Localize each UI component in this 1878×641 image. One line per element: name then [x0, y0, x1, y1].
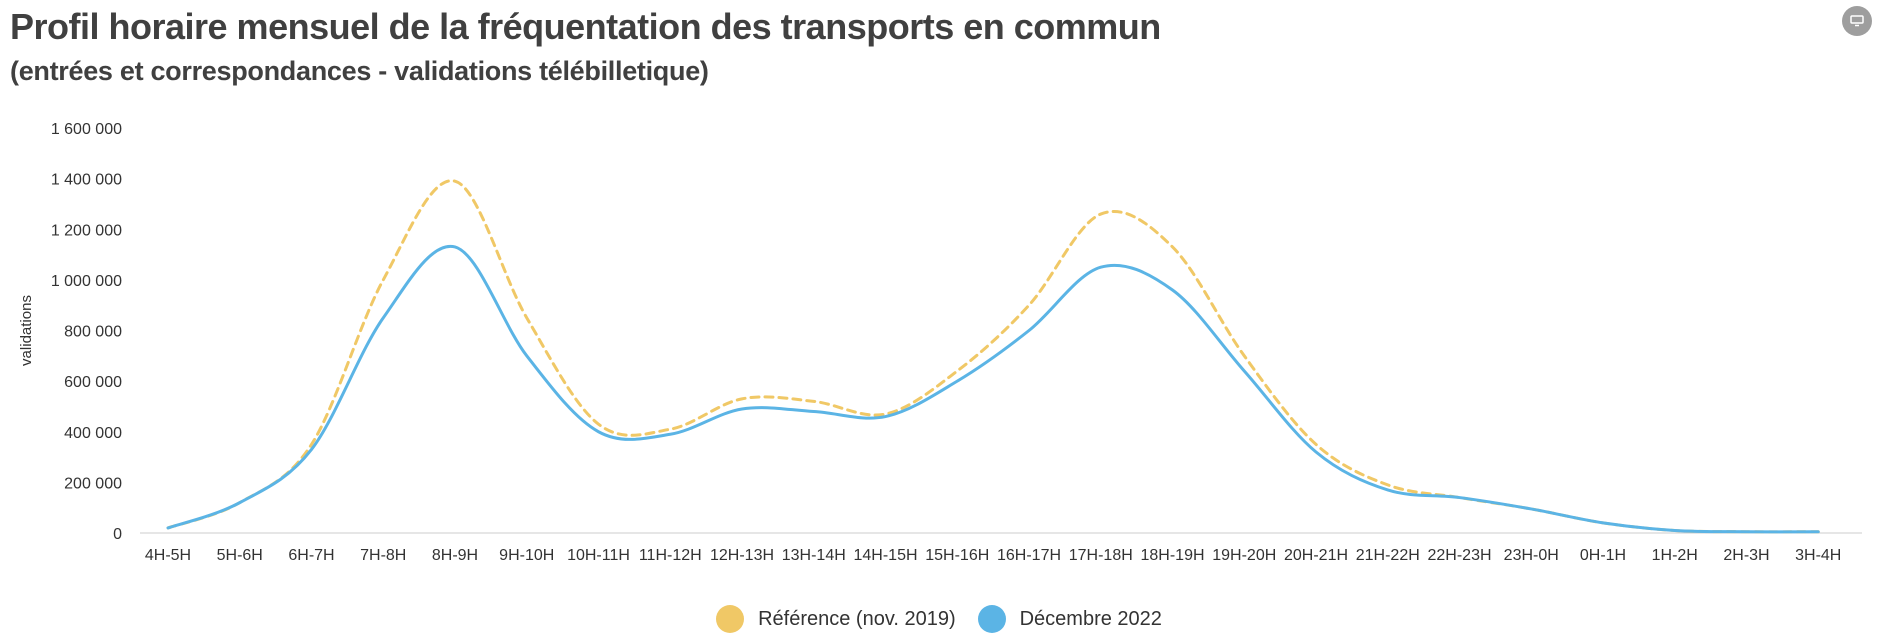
series-line-reference — [166, 179, 1820, 534]
x-tick-label: 9H-10H — [499, 547, 554, 564]
y-tick-label: 1 200 000 — [51, 222, 122, 239]
export-button[interactable] — [1842, 6, 1872, 36]
x-tick-label: 16H-17H — [997, 547, 1061, 564]
y-tick-label: 200 000 — [64, 475, 122, 492]
chart-title: Profil horaire mensuel de la fréquentati… — [10, 6, 1161, 47]
x-tick-label: 23H-0H — [1504, 547, 1559, 564]
y-tick-label: 0 — [113, 526, 122, 543]
x-tick-label: 22H-23H — [1427, 547, 1491, 564]
series-line-current — [166, 244, 1820, 534]
x-tick-label: 5H-6H — [217, 547, 263, 564]
x-tick-label: 13H-14H — [782, 547, 846, 564]
x-axis: 4H-5H 5H-6H 6H-7H 7H-8H 8H-9H 9H-10H 10H-11H 11… — [145, 547, 1841, 564]
x-tick-label: 10H-11H — [567, 547, 630, 564]
x-tick-label: 7H-8H — [360, 547, 406, 564]
y-tick-label: 1 000 000 — [51, 273, 122, 290]
legend-marker-current — [977, 605, 1006, 633]
x-tick-label: 19H-20H — [1212, 547, 1276, 564]
legend: Référence (nov. 2019) Décembre 2022 — [0, 605, 1878, 633]
y-axis: 0 200 000 400 000 600 000 800 000 1 000 000 1 … — [51, 121, 122, 543]
legend-label-current: Décembre 2022 — [1019, 607, 1162, 630]
legend-label-reference: Référence (nov. 2019) — [758, 607, 956, 630]
line-chart: 0 200 000 400 000 600 000 800 000 1 000 000 1 … — [18, 121, 1862, 564]
x-tick-label: 17H-18H — [1069, 547, 1133, 564]
x-tick-label: 4H-5H — [145, 547, 191, 564]
x-tick-label: 21H-22H — [1356, 547, 1420, 564]
x-tick-label: 3H-4H — [1795, 547, 1841, 564]
x-tick-label: 6H-7H — [288, 547, 334, 564]
series-group — [166, 179, 1820, 534]
x-tick-label: 15H-16H — [925, 547, 989, 564]
x-tick-label: 14H-15H — [853, 547, 917, 564]
x-tick-label: 20H-21H — [1284, 547, 1348, 564]
x-tick-label: 0H-1H — [1580, 547, 1626, 564]
y-tick-label: 1 600 000 — [51, 121, 122, 138]
y-tick-label: 800 000 — [64, 324, 122, 341]
x-tick-label: 12H-13H — [710, 547, 774, 564]
x-tick-label: 2H-3H — [1723, 547, 1769, 564]
x-tick-label: 11H-12H — [639, 547, 702, 564]
x-tick-label: 8H-9H — [432, 547, 478, 564]
screen-icon — [1850, 15, 1864, 27]
chart-subtitle: (entrées et correspondances - validation… — [10, 56, 709, 86]
y-tick-label: 400 000 — [64, 425, 122, 442]
x-tick-label: 1H-2H — [1652, 547, 1698, 564]
x-tick-label: 18H-19H — [1140, 547, 1204, 564]
y-tick-label: 1 400 000 — [51, 172, 122, 189]
legend-item-current[interactable]: Décembre 2022 — [977, 605, 1162, 633]
y-tick-label: 600 000 — [64, 374, 122, 391]
legend-item-reference[interactable]: Référence (nov. 2019) — [716, 605, 956, 633]
legend-marker-reference — [716, 605, 745, 633]
y-axis-label: validations — [18, 295, 35, 366]
